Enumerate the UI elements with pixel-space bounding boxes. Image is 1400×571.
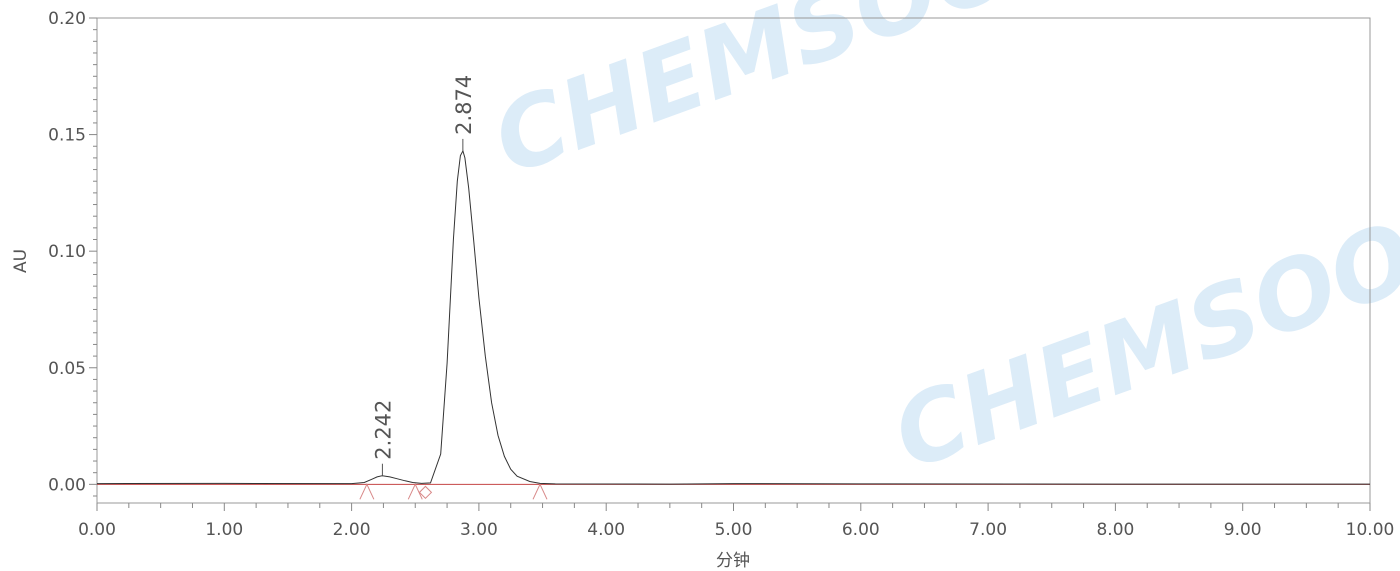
x-tick-label: 6.00 — [842, 520, 880, 540]
x-tick-label: 4.00 — [587, 520, 625, 540]
integration-marker — [407, 483, 423, 500]
integration-marker — [418, 485, 433, 500]
x-tick-label: 5.00 — [715, 520, 753, 540]
peak-labels: 2.242 2.874 — [371, 75, 476, 476]
x-axis-title: 分钟 — [716, 551, 750, 571]
y-axis-title: AU — [11, 249, 31, 273]
y-tick-label: 0.10 — [48, 242, 86, 262]
y-axis: 0.00 0.05 0.10 0.15 0.20 — [48, 9, 97, 497]
x-tick-label: 8.00 — [1096, 520, 1134, 540]
x-axis: 0.00 1.00 2.00 3.00 4.00 5.00 6.00 7.00 8.00 9.00… — [78, 503, 1394, 540]
x-tick-label: 0.00 — [78, 520, 116, 540]
y-tick-label: 0.15 — [48, 126, 86, 146]
watermark-lower: CHEMSOON — [880, 173, 1400, 492]
y-tick-label: 0.05 — [48, 359, 86, 379]
integration-marker — [359, 483, 375, 500]
peak-label: 2.874 — [452, 75, 476, 135]
x-tick-label: 3.00 — [460, 520, 498, 540]
x-tick-label: 9.00 — [1224, 520, 1262, 540]
y-tick-label: 0.20 — [48, 9, 86, 29]
integration-markers — [359, 483, 548, 500]
integration-marker — [532, 483, 548, 500]
x-tick-label: 1.00 — [205, 520, 243, 540]
watermark-upper: CHEMSOON — [480, 0, 1105, 197]
x-tick-label: 2.00 — [333, 520, 371, 540]
x-tick-label: 7.00 — [969, 520, 1007, 540]
y-tick-label: 0.00 — [48, 475, 86, 495]
peak-label: 2.242 — [371, 400, 395, 460]
x-tick-label: 10.00 — [1346, 520, 1395, 540]
